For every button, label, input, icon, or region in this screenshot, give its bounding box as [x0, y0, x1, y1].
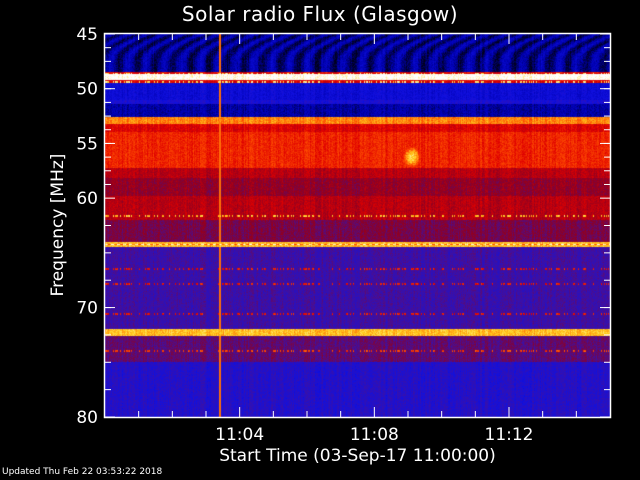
chart-title: Solar radio Flux (Glasgow): [181, 2, 459, 26]
y-axis-label: Frequency [MHz]: [48, 153, 68, 297]
y-tick-label: 60: [76, 189, 98, 209]
x-tick-label: 11:04: [215, 425, 264, 445]
y-tick-label: 70: [76, 299, 98, 319]
x-tick-label: 11:08: [350, 425, 399, 445]
plot-frame: [103, 32, 612, 419]
y-tick-label: 50: [76, 80, 98, 100]
y-tick-label: 80: [76, 408, 98, 428]
x-tick-label: 11:12: [485, 425, 534, 445]
updated-timestamp: Updated Thu Feb 22 03:53:22 2018: [2, 467, 163, 477]
y-tick-label: 45: [76, 25, 98, 45]
y-tick-label: 55: [76, 134, 98, 154]
spectrogram-heatmap: [105, 34, 610, 417]
x-axis-label: Start Time (03-Sep-17 11:00:00): [219, 446, 496, 466]
